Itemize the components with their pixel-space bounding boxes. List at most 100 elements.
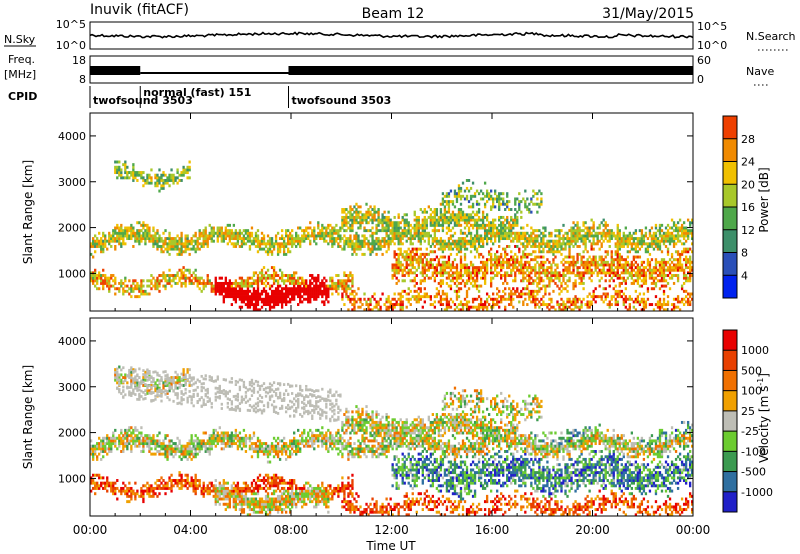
heatmap-cell [92,452,95,456]
heatmap-cell [106,476,109,480]
heatmap-cell [417,226,420,230]
heatmap-cell [130,436,133,440]
heatmap-cell [568,268,571,272]
heatmap-cell [278,237,282,241]
heatmap-cell [282,252,286,256]
heatmap-cell [674,237,678,241]
heatmap-cell [134,234,137,238]
heatmap-cell [688,247,692,251]
heatmap-cell [433,231,437,235]
heatmap-cell [624,305,627,309]
heatmap-cell [441,279,445,283]
heatmap-cell [640,237,644,241]
heatmap-cell [403,266,406,270]
heatmap-cell [624,300,627,304]
heatmap-cell [580,263,583,267]
nsearch-label: N.Search [746,30,796,43]
heatmap-cell [258,279,262,283]
heatmap-cell [479,245,483,248]
heatmap-cell [532,281,535,285]
heatmap-cell [100,279,103,283]
heatmap-cell [242,279,246,283]
heatmap-cell [568,305,571,309]
heatmap-cell [630,247,633,251]
heatmap-cell [256,303,260,307]
heatmap-cell [618,239,621,243]
heatmap-cell [264,295,268,299]
heatmap-cell [417,218,420,222]
heatmap-cell [385,229,388,233]
heatmap-cell [216,237,219,241]
heatmap-cell [385,250,388,254]
heatmap-cell [92,457,95,461]
heatmap-cell [120,168,123,172]
heatmap-cell [562,234,565,238]
heatmap-cell [391,231,394,235]
heatmap-cell [672,305,676,309]
heatmap-cell [552,258,555,262]
heatmap-cell [443,255,447,259]
heatmap-cell [558,237,561,241]
heatmap-cell [443,266,447,270]
heatmap-cell [439,247,443,251]
heatmap-cell [148,279,151,283]
heatmap-cell [309,295,312,299]
heatmap-cell [644,276,648,280]
heatmap-cell [455,221,459,225]
heatmap-cell [494,274,497,277]
heatmap-cell [666,260,670,264]
heatmap-cell [640,239,644,243]
heatmap-cell [536,234,539,238]
heatmap-cell [445,231,449,235]
heatmap-cell [379,242,382,246]
heatmap-cell [264,271,268,275]
heatmap-cell [291,289,294,293]
heatmap-cell [116,237,119,241]
heatmap-cell [349,300,352,304]
heatmap-cell [512,218,515,222]
heatmap-cell [638,268,642,272]
heatmap-cell [90,276,93,280]
heatmap-cell [337,229,340,233]
heatmap-cell [538,242,541,246]
heatmap-cell [357,234,360,238]
heatmap-cell [411,242,414,246]
heatmap-cell [479,305,483,309]
heatmap-cell [172,176,175,180]
heatmap-cell [130,384,133,387]
heatmap-cell [411,258,414,262]
heatmap-cell [650,226,654,230]
heatmap-cell [293,271,296,275]
heatmap-cell [522,303,525,307]
heatmap-cell [483,260,487,264]
heatmap-cell [102,481,105,485]
heatmap-cell [467,226,471,230]
heatmap-cell [588,226,591,230]
heatmap-cell [100,476,103,480]
heatmap-cell [144,231,147,235]
heatmap-cell [518,192,521,196]
heatmap-cell [632,281,636,285]
heatmap-cell [301,234,304,238]
heatmap-cell [297,292,300,296]
heatmap-cell [184,279,187,283]
heatmap-cell [530,239,533,243]
heatmap-cell [232,289,236,293]
yaxis-tick-label: 1000 [58,267,86,280]
heatmap-cell [166,279,169,283]
heatmap-cell [528,274,531,277]
heatmap-cell [628,250,631,254]
heatmap-cell [349,226,352,230]
heatmap-cell [634,250,638,254]
heatmap-cell [512,297,515,301]
heatmap-cell [246,284,250,288]
heatmap-cell [656,245,660,248]
heatmap-cell [264,300,268,304]
heatmap-cell [349,242,352,246]
heatmap-cell [423,210,426,214]
heatmap-cell [315,279,318,283]
heatmap-cell [658,297,662,301]
heatmap-cell [168,281,171,285]
heatmap-cell [510,258,513,262]
heatmap-cell [92,237,95,241]
